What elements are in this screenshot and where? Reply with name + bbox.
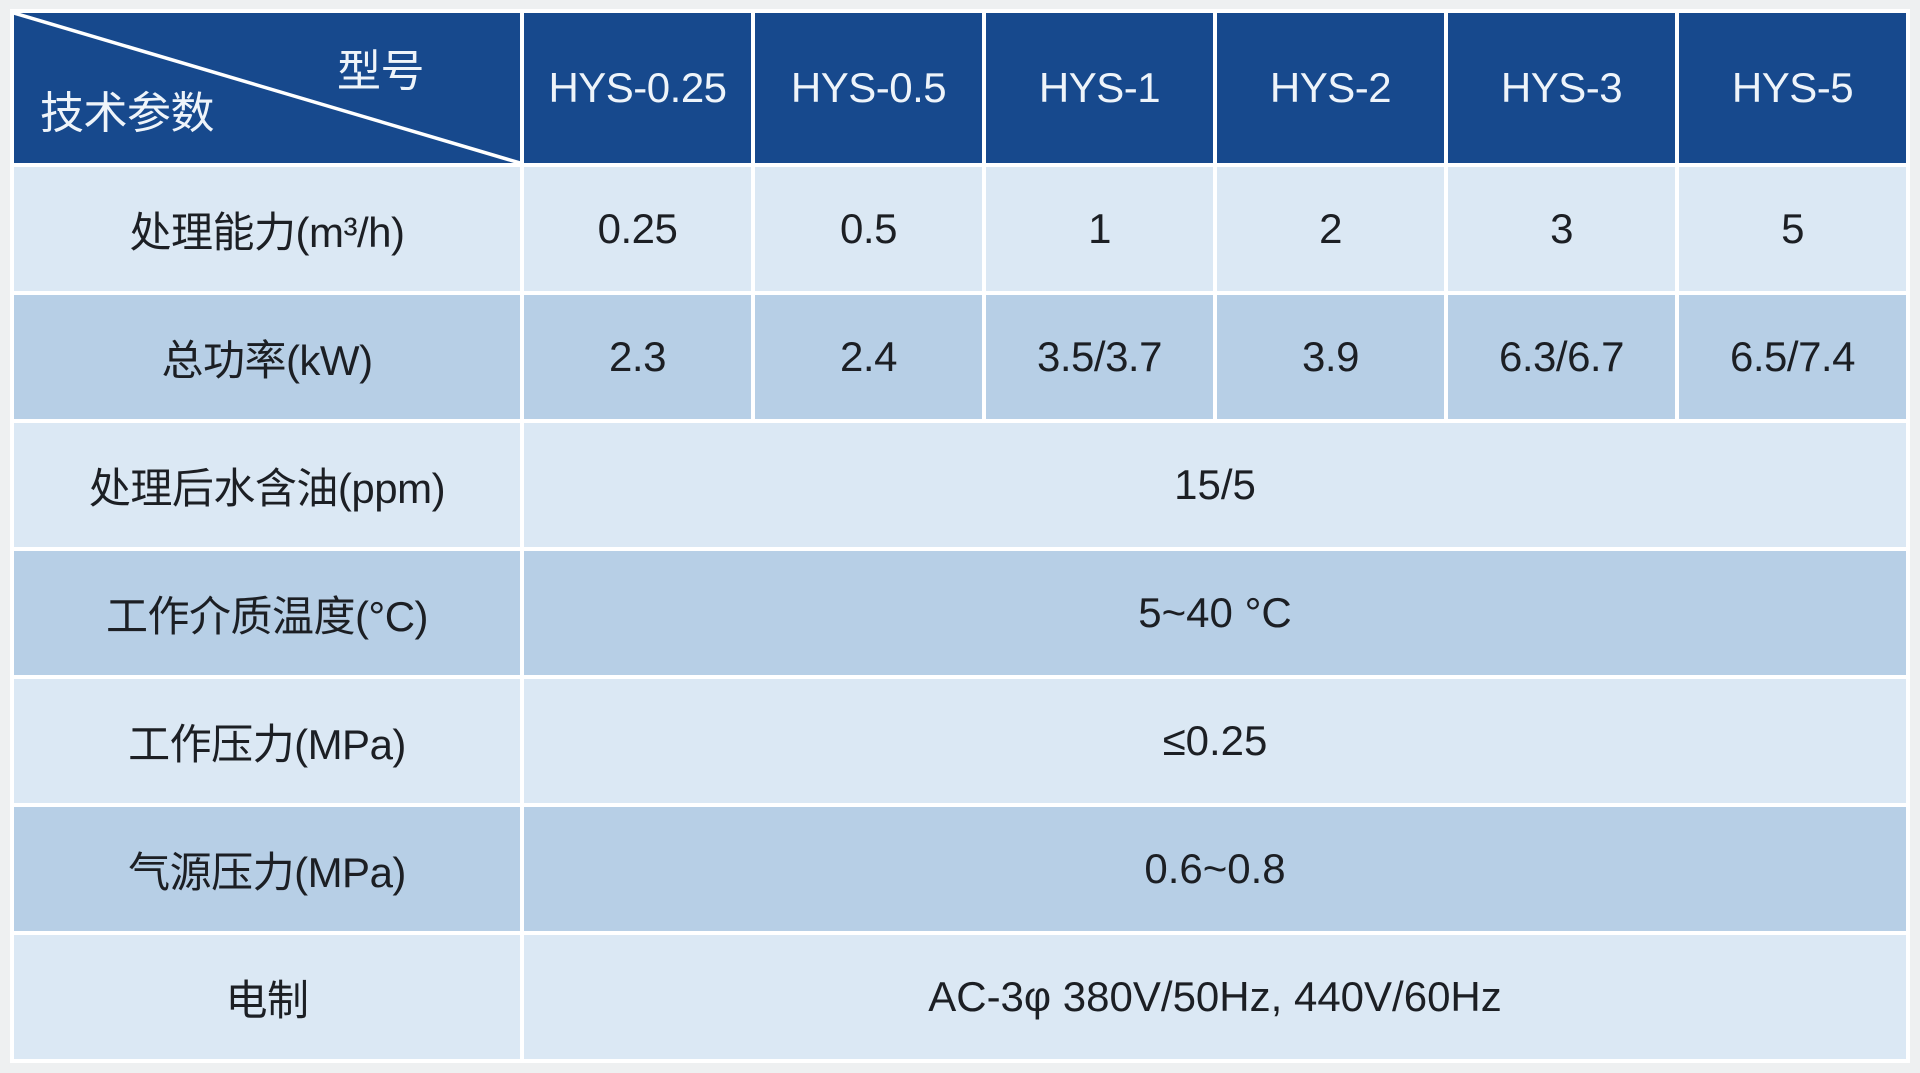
header-row: 型号 技术参数 HYS-0.25 HYS-0.5 HYS-1 HYS-2 HYS… — [14, 13, 1906, 163]
model-header-hys-1: HYS-1 — [986, 13, 1213, 163]
row-label-working-pressure: 工作压力(MPa) — [14, 679, 520, 803]
cell-value: 6.5/7.4 — [1679, 295, 1906, 419]
row-label-air-pressure: 气源压力(MPa) — [14, 807, 520, 931]
model-header-hys-05: HYS-0.5 — [755, 13, 982, 163]
cell-merged-value: 15/5 — [524, 423, 1906, 547]
cell-value: 0.5 — [755, 167, 982, 291]
cell-value: 3 — [1448, 167, 1675, 291]
cell-value: 0.25 — [524, 167, 751, 291]
corner-model-label: 型号 — [337, 47, 425, 96]
row-label-medium-temperature: 工作介质温度(°C) — [14, 551, 520, 675]
cell-merged-value: AC-3φ 380V/50Hz, 440V/60Hz — [524, 935, 1906, 1059]
cell-value: 3.5/3.7 — [986, 295, 1213, 419]
header-corner-cell: 型号 技术参数 — [14, 13, 520, 163]
cell-value: 5 — [1679, 167, 1906, 291]
row-air-pressure: 气源压力(MPa) 0.6~0.8 — [14, 807, 1906, 931]
model-header-hys-5: HYS-5 — [1679, 13, 1906, 163]
row-electrical-system: 电制 AC-3φ 380V/50Hz, 440V/60Hz — [14, 935, 1906, 1059]
row-medium-temperature: 工作介质温度(°C) 5~40 °C — [14, 551, 1906, 675]
row-working-pressure: 工作压力(MPa) ≤0.25 — [14, 679, 1906, 803]
model-header-hys-025: HYS-0.25 — [524, 13, 751, 163]
cell-merged-value: 5~40 °C — [524, 551, 1906, 675]
row-label-oil-content: 处理后水含油(ppm) — [14, 423, 520, 547]
cell-value: 6.3/6.7 — [1448, 295, 1675, 419]
row-oil-content: 处理后水含油(ppm) 15/5 — [14, 423, 1906, 547]
row-label-capacity: 处理能力(m³/h) — [14, 167, 520, 291]
cell-merged-value: ≤0.25 — [524, 679, 1906, 803]
cell-value: 2 — [1217, 167, 1444, 291]
cell-value: 2.3 — [524, 295, 751, 419]
cell-merged-value: 0.6~0.8 — [524, 807, 1906, 931]
cell-value: 2.4 — [755, 295, 982, 419]
row-total-power: 总功率(kW) 2.3 2.4 3.5/3.7 3.9 6.3/6.7 6.5/… — [14, 295, 1906, 419]
corner-params-label: 技术参数 — [40, 89, 215, 138]
spec-table: 型号 技术参数 HYS-0.25 HYS-0.5 HYS-1 HYS-2 HYS… — [10, 9, 1910, 1063]
diagonal-divider — [14, 13, 520, 163]
row-label-electrical-system: 电制 — [14, 935, 520, 1059]
row-capacity: 处理能力(m³/h) 0.25 0.5 1 2 3 5 — [14, 167, 1906, 291]
model-header-hys-3: HYS-3 — [1448, 13, 1675, 163]
cell-value: 1 — [986, 167, 1213, 291]
cell-value: 3.9 — [1217, 295, 1444, 419]
row-label-total-power: 总功率(kW) — [14, 295, 520, 419]
model-header-hys-2: HYS-2 — [1217, 13, 1444, 163]
